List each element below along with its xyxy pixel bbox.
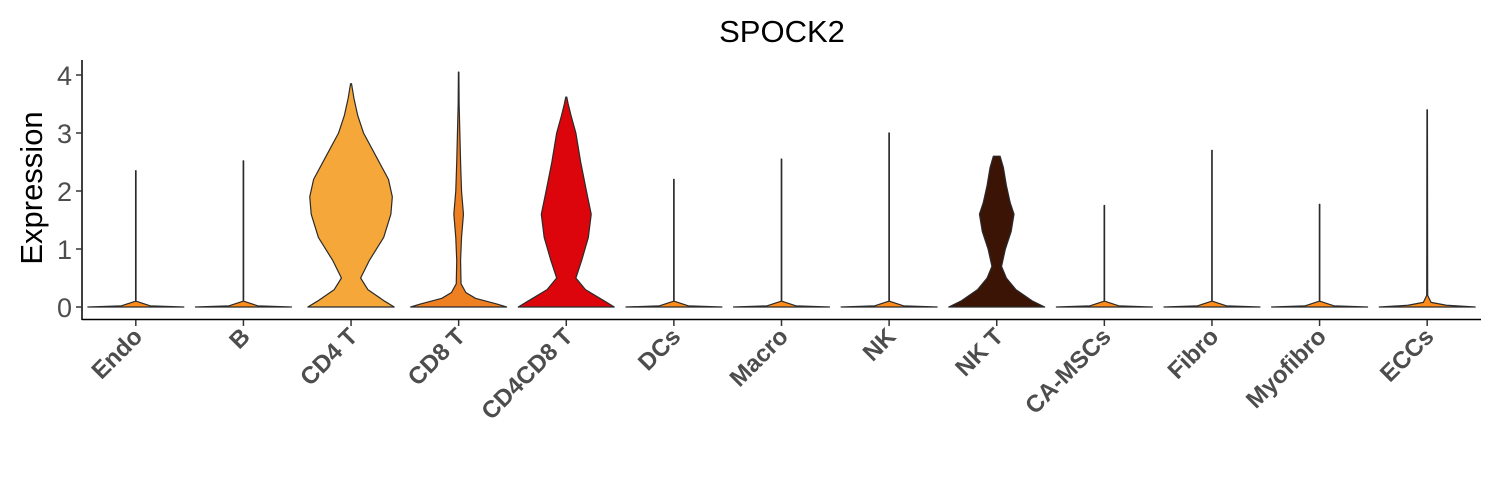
violin-endo (87, 170, 185, 308)
x-tick-label: DCs (633, 323, 686, 376)
violin-myofibro (1270, 203, 1369, 308)
y-axis-ticks: 0 1 2 3 4 (57, 61, 82, 323)
violin-nk (840, 132, 938, 308)
x-tick-label: CD8 T (403, 323, 471, 391)
violin-macro (732, 158, 831, 308)
violin-nk-t (948, 155, 1046, 308)
x-tick-label: NK T (950, 323, 1009, 382)
violin-cd4-t (307, 83, 395, 308)
violin-eccs (1378, 109, 1476, 308)
x-tick-label: Macro (725, 323, 794, 392)
x-tick-label: CA-MSCs (1020, 323, 1116, 419)
x-tick-label: Myofibro (1241, 323, 1332, 414)
x-tick-label: CD4CD8 T (476, 323, 578, 425)
x-axis-ticks: Endo B CD4 T CD8 T CD4CD8 T DCs Macro NK NK T CA-… (87, 320, 1439, 425)
violin-fibro (1163, 149, 1261, 308)
x-tick-label: ECCs (1375, 323, 1439, 387)
x-tick-label: CD4 T (295, 323, 363, 391)
violin-group (87, 71, 1476, 308)
violin-cd8-t (410, 71, 508, 308)
x-tick-label: NK (858, 323, 902, 367)
violin-b (194, 160, 293, 308)
x-tick-label: B (224, 323, 255, 354)
violin-dcs (625, 178, 723, 308)
y-tick-label: 1 (57, 235, 72, 265)
y-tick-label: 4 (57, 61, 72, 91)
violin-cd4cd8-t (517, 96, 615, 308)
y-tick-label: 2 (57, 177, 72, 207)
y-axis-label: Expression (14, 111, 49, 264)
violin-ca-mscs (1055, 204, 1153, 308)
y-tick-label: 0 (57, 293, 72, 323)
x-tick-label: Fibro (1163, 323, 1225, 385)
y-tick-label: 3 (57, 119, 72, 149)
x-tick-label: Endo (87, 323, 149, 385)
chart-title: SPOCK2 (719, 14, 845, 49)
